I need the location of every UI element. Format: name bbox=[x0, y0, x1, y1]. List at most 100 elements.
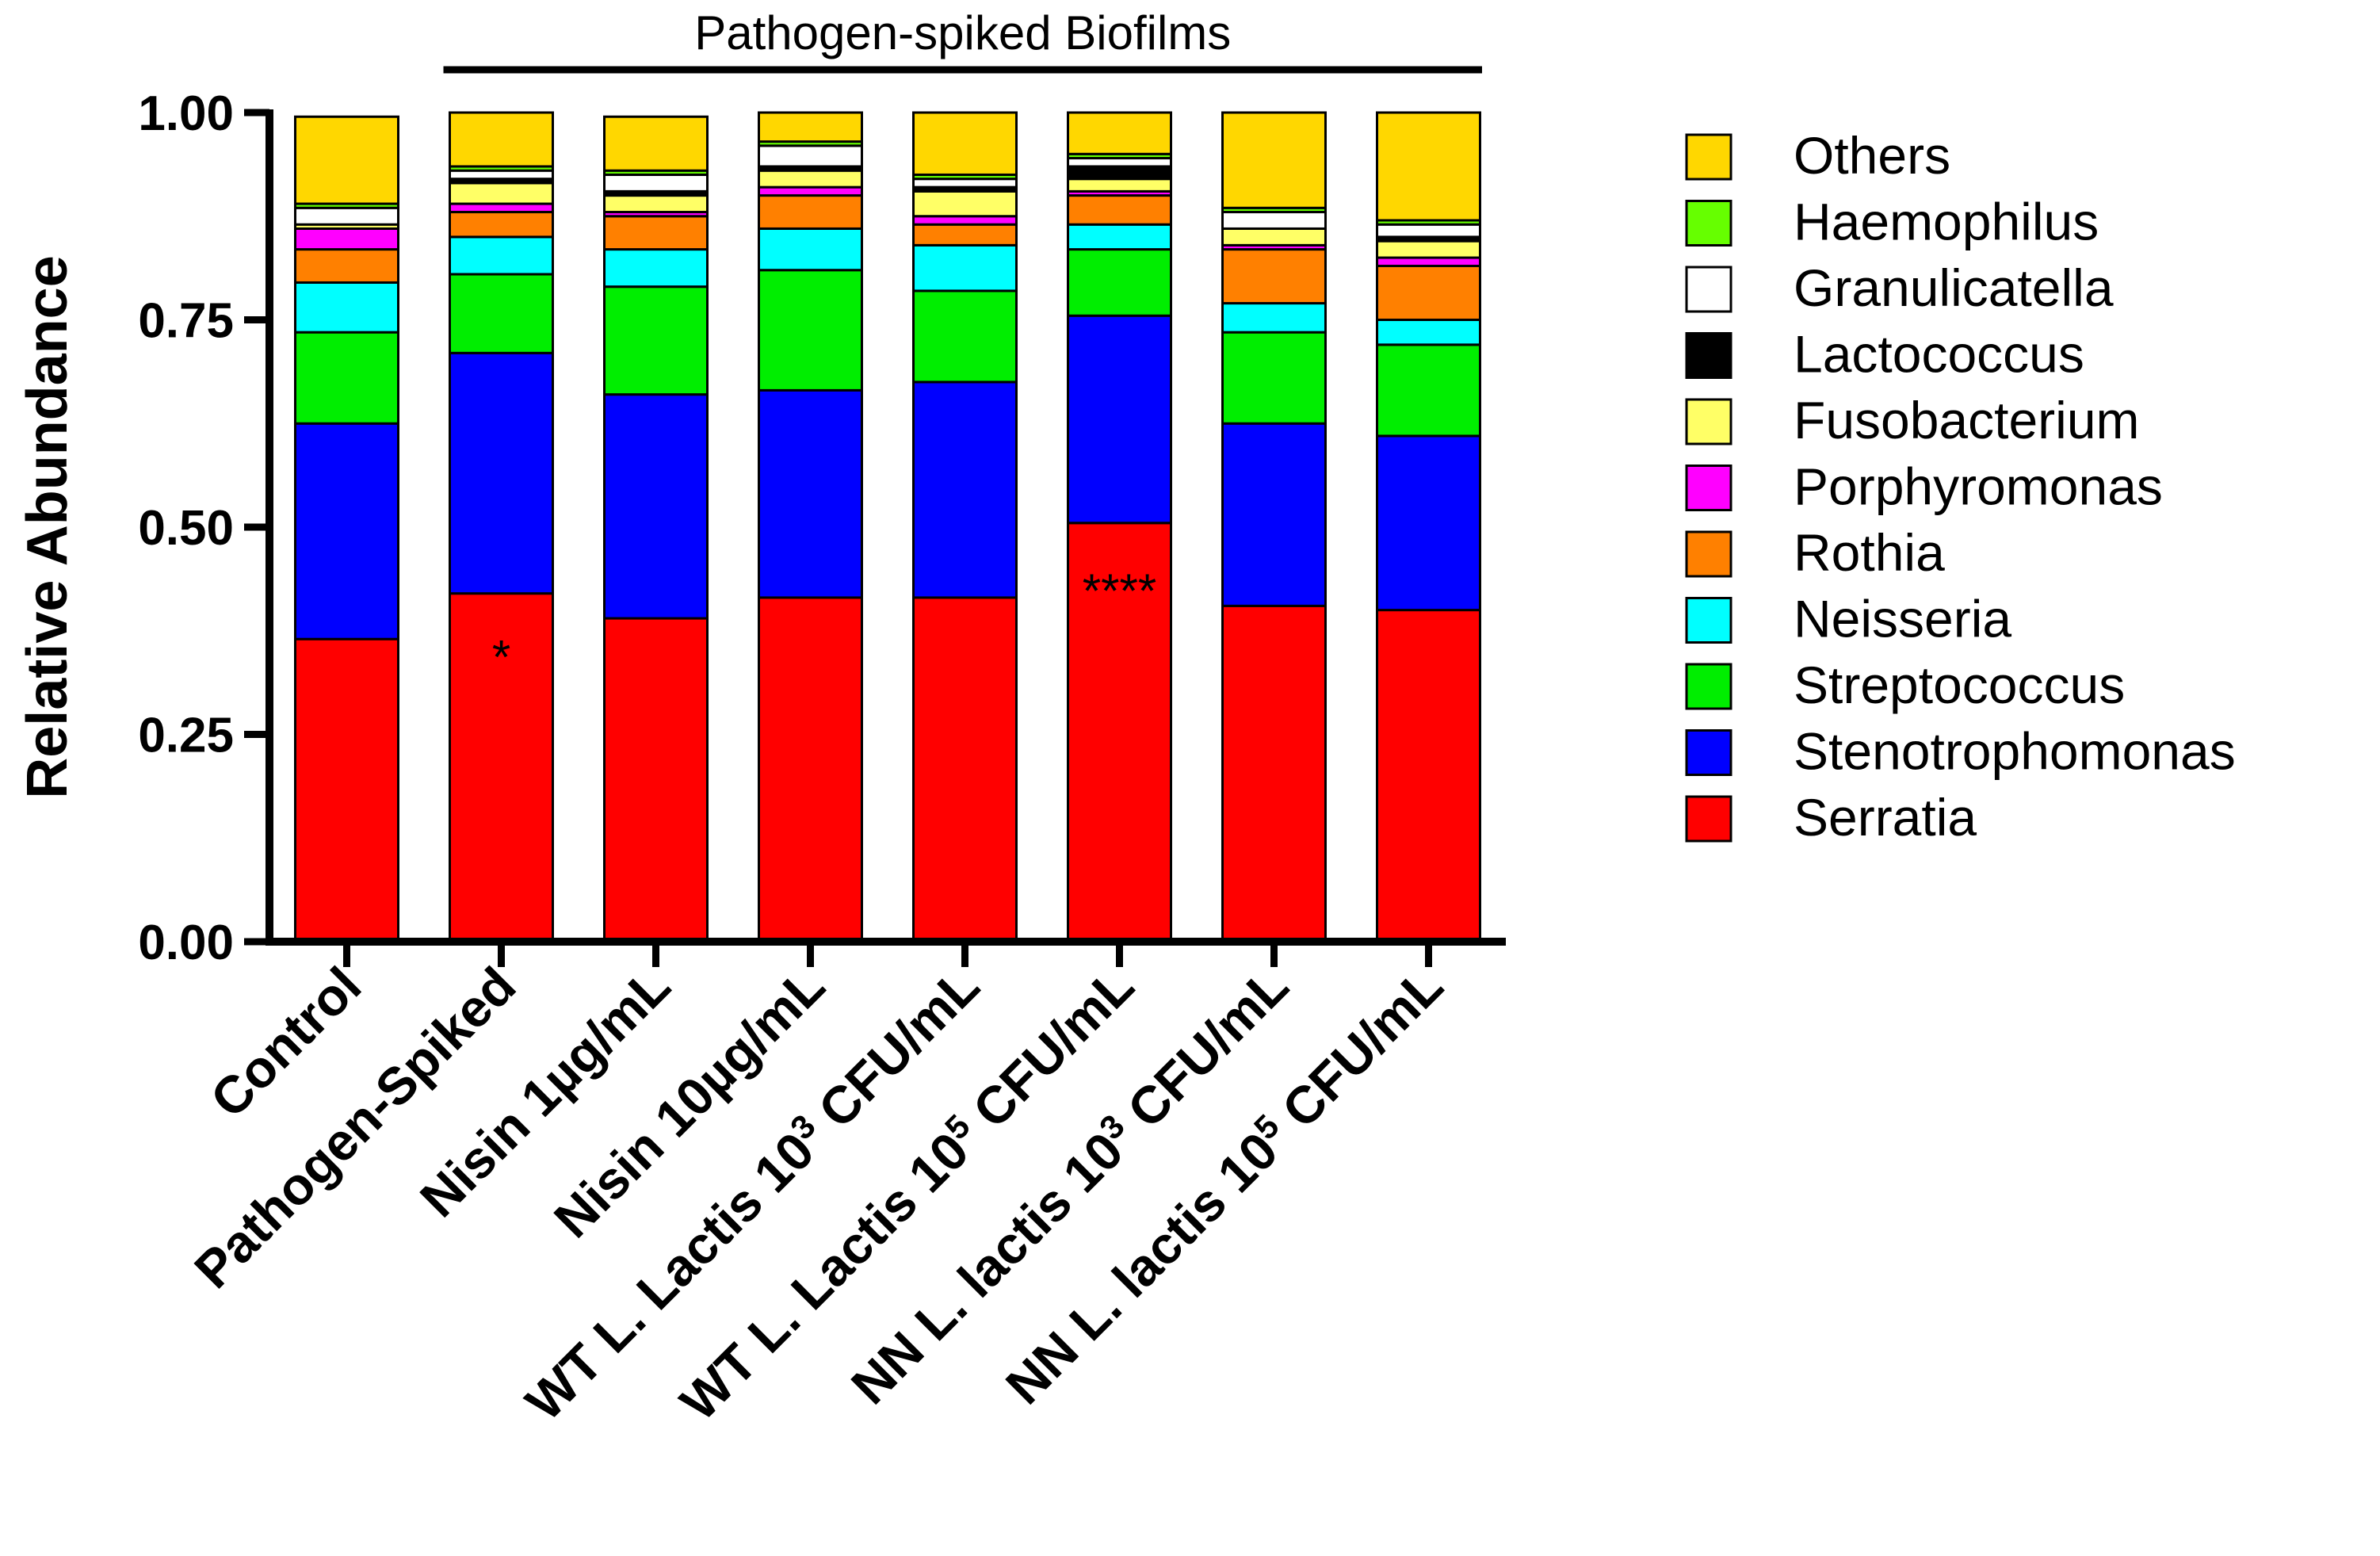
bar-segment-fusobacterium-7 bbox=[1221, 227, 1327, 247]
legend-swatch-streptococcus bbox=[1685, 663, 1732, 710]
legend-label-streptococcus: Streptococcus bbox=[1794, 656, 2125, 714]
bar-segment-fusobacterium-3 bbox=[603, 194, 709, 214]
bar-segment-others-8 bbox=[1376, 111, 1481, 222]
legend-label-serratia: Serratia bbox=[1794, 788, 1977, 847]
bar-segment-streptococcus-6 bbox=[1067, 248, 1172, 317]
legend-label-rothia: Rothia bbox=[1794, 523, 1945, 582]
x-tick-label-text: NN L. lactis 10 bbox=[995, 1121, 1289, 1415]
legend-label-haemophilus: Haemophilus bbox=[1794, 193, 2099, 251]
bar-segment-neisseria-3 bbox=[603, 248, 709, 289]
bar-segment-rothia-4 bbox=[758, 194, 863, 230]
bar-segment-stenotrophomonas-7 bbox=[1221, 422, 1327, 607]
bar-segment-others-6 bbox=[1067, 111, 1172, 155]
bar-segment-porphyromonas-5 bbox=[912, 215, 1018, 226]
bar-segment-serratia-1 bbox=[294, 637, 399, 943]
bar-segment-granulicatella-8 bbox=[1376, 223, 1481, 239]
bar-segment-fusobacterium-2 bbox=[449, 182, 554, 205]
y-tick-label: 0.25 bbox=[138, 709, 234, 763]
bars-layer bbox=[294, 111, 1481, 943]
bar-segment-streptococcus-1 bbox=[294, 331, 399, 425]
bar-segment-rothia-8 bbox=[1376, 265, 1481, 322]
legend-label-porphyromonas: Porphyromonas bbox=[1794, 457, 2163, 516]
significance-annotation: **** bbox=[1083, 564, 1156, 617]
bar-segment-lactococcus-6 bbox=[1067, 165, 1172, 181]
bar-segment-rothia-6 bbox=[1067, 194, 1172, 226]
legend-swatch-porphyromonas bbox=[1685, 465, 1732, 511]
bar-segment-others-7 bbox=[1221, 111, 1327, 209]
bar-segment-streptococcus-5 bbox=[912, 289, 1018, 384]
bar-segment-serratia-7 bbox=[1221, 604, 1327, 943]
legend-swatch-lactococcus bbox=[1685, 332, 1732, 379]
legend-label-granulicatella: Granulicatella bbox=[1794, 258, 2114, 317]
bar-segment-others-3 bbox=[603, 115, 709, 172]
bar-segment-rothia-1 bbox=[294, 248, 399, 284]
bar-segment-fusobacterium-5 bbox=[912, 189, 1018, 218]
legend-swatch-serratia bbox=[1685, 795, 1732, 843]
bar-segment-granulicatella-5 bbox=[912, 178, 1018, 189]
bar-segment-serratia-4 bbox=[758, 596, 863, 943]
bar-segment-serratia-2 bbox=[449, 592, 554, 943]
x-tick-label-text: NN L. lactis 10 bbox=[840, 1121, 1134, 1415]
legend-label-stenotrophomonas: Stenotrophomonas bbox=[1794, 722, 2236, 781]
legend-swatch-fusobacterium bbox=[1685, 398, 1732, 445]
y-axis-title: Relative Abundance bbox=[16, 255, 79, 799]
bar-segment-granulicatella-1 bbox=[294, 206, 399, 226]
bar-segment-streptococcus-2 bbox=[449, 273, 554, 354]
bar-segment-neisseria-8 bbox=[1376, 319, 1481, 346]
y-tick-label: 1.00 bbox=[138, 86, 234, 141]
bar-segment-neisseria-6 bbox=[1067, 223, 1172, 251]
bar-segment-others-5 bbox=[912, 111, 1018, 176]
legend-label-neisseria: Neisseria bbox=[1794, 590, 2011, 648]
bar-segment-porphyromonas-8 bbox=[1376, 256, 1481, 268]
legend-label-others: Others bbox=[1794, 126, 1950, 185]
bar-segment-granulicatella-6 bbox=[1067, 157, 1172, 168]
legend-label-lactococcus: Lactococcus bbox=[1794, 325, 2084, 384]
bar-segment-others-2 bbox=[449, 111, 554, 168]
bar-segment-stenotrophomonas-4 bbox=[758, 388, 863, 599]
legend: Others Haemophilus Granulicatella Lactococc… bbox=[1685, 126, 2236, 847]
bar-segment-rothia-7 bbox=[1221, 248, 1327, 305]
y-tick-label: 0.75 bbox=[138, 294, 234, 349]
x-tick-label-text: WT L. Lactis 10 bbox=[514, 1121, 825, 1432]
bar-segment-granulicatella-2 bbox=[449, 169, 554, 181]
bar-segment-streptococcus-3 bbox=[603, 285, 709, 396]
bar-segment-streptococcus-4 bbox=[758, 269, 863, 392]
y-tick-label: 0.50 bbox=[138, 501, 234, 556]
legend-swatch-rothia bbox=[1685, 530, 1732, 578]
legend-swatch-stenotrophomonas bbox=[1685, 729, 1732, 776]
x-tick-label-text: Nisin 10µg/mL bbox=[543, 956, 836, 1249]
bar-segment-others-4 bbox=[758, 111, 863, 143]
bar-segment-serratia-6 bbox=[1067, 522, 1172, 943]
bar-segment-neisseria-5 bbox=[912, 243, 1018, 292]
bar-segment-stenotrophomonas-2 bbox=[449, 351, 554, 595]
bar-segment-porphyromonas-2 bbox=[449, 202, 554, 214]
bar-segment-streptococcus-7 bbox=[1221, 331, 1327, 425]
bar-segment-neisseria-1 bbox=[294, 281, 399, 334]
axes-layer bbox=[244, 66, 1506, 967]
legend-label-fusobacterium: Fusobacterium bbox=[1794, 391, 2140, 449]
legend-swatch-neisseria bbox=[1685, 597, 1732, 644]
bar-segment-rothia-3 bbox=[603, 215, 709, 251]
legend-swatch-haemophilus bbox=[1685, 200, 1732, 247]
bar-segment-granulicatella-3 bbox=[603, 173, 709, 193]
bar-segment-porphyromonas-1 bbox=[294, 227, 399, 251]
bar-segment-granulicatella-7 bbox=[1221, 211, 1327, 230]
bar-segment-stenotrophomonas-8 bbox=[1376, 434, 1481, 612]
bar-segment-serratia-8 bbox=[1376, 609, 1481, 943]
bar-segment-rothia-2 bbox=[449, 211, 554, 239]
bar-segment-rothia-5 bbox=[912, 223, 1018, 247]
y-tick-label: 0.00 bbox=[138, 916, 234, 970]
group-label: Pathogen-spiked Biofilms bbox=[694, 6, 1231, 59]
bar-segment-fusobacterium-4 bbox=[758, 169, 863, 189]
x-tick-label-text: WT L. Lactis 10 bbox=[669, 1121, 980, 1432]
bar-segment-neisseria-7 bbox=[1221, 302, 1327, 334]
x-tick-label-4: Nisin 10µg/mL bbox=[543, 956, 836, 1249]
bar-segment-streptococcus-8 bbox=[1376, 343, 1481, 438]
bar-segment-porphyromonas-4 bbox=[758, 185, 863, 197]
bar-segment-fusobacterium-6 bbox=[1067, 178, 1172, 193]
bar-segment-serratia-5 bbox=[912, 596, 1018, 943]
bar-segment-granulicatella-4 bbox=[758, 144, 863, 168]
legend-swatch-granulicatella bbox=[1685, 266, 1732, 313]
bar-segment-stenotrophomonas-6 bbox=[1067, 314, 1172, 525]
